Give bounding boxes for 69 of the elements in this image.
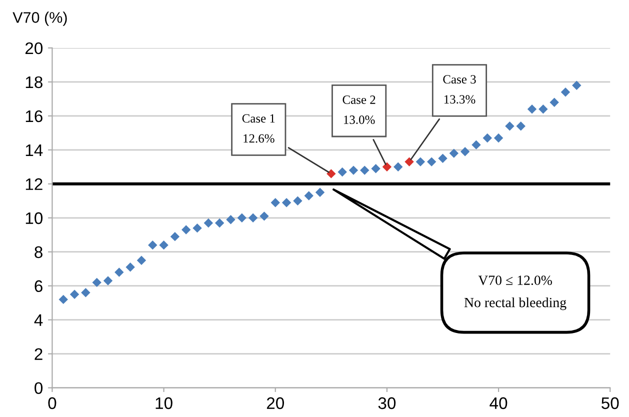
y-tick-label: 18 <box>26 76 42 88</box>
x-tick-label: 10 <box>156 397 172 410</box>
y-tick-label: 4 <box>34 314 43 326</box>
point <box>226 214 236 224</box>
point <box>360 166 370 175</box>
point <box>449 148 459 158</box>
point <box>282 198 292 208</box>
annotation: Case 3 13.3% <box>443 75 476 104</box>
point <box>326 169 336 178</box>
point <box>81 288 90 298</box>
point <box>58 294 68 304</box>
point <box>572 80 582 90</box>
point <box>214 218 224 228</box>
point <box>92 278 102 288</box>
point <box>426 157 436 166</box>
y-tick-label: 10 <box>26 212 43 224</box>
x-tick-label: 50 <box>602 397 619 410</box>
point <box>70 290 80 299</box>
annotation: Case 2 13.0% <box>342 96 376 124</box>
point <box>192 223 202 233</box>
ref-line-label: V70 ≤ 12.0% No rectal bleeding <box>464 276 566 310</box>
point <box>204 218 214 228</box>
y-tick-label: 20 <box>25 42 43 54</box>
point <box>248 213 258 222</box>
point <box>371 164 380 174</box>
point <box>404 157 414 166</box>
x-tick-label: 30 <box>378 397 396 410</box>
point <box>260 212 269 221</box>
point <box>148 240 158 250</box>
annotation: Case 1 12.6% <box>242 114 275 143</box>
x-tick-label: 40 <box>490 397 508 410</box>
point <box>126 262 135 272</box>
point <box>338 167 347 177</box>
point <box>472 140 481 150</box>
point <box>182 225 191 234</box>
point <box>293 196 302 206</box>
point <box>270 198 280 208</box>
point <box>494 133 504 143</box>
point <box>538 104 548 114</box>
point <box>348 166 358 175</box>
point <box>482 133 492 143</box>
point <box>416 157 426 166</box>
point <box>237 213 247 222</box>
point <box>505 122 514 131</box>
point <box>560 88 570 97</box>
x-tick-label: 20 <box>266 397 284 410</box>
y-tick-label: 0 <box>34 382 43 394</box>
y-tick-label: 12 <box>26 178 42 190</box>
y-tick-label: 14 <box>26 144 43 156</box>
point <box>516 122 526 131</box>
point <box>315 188 325 197</box>
point <box>304 191 314 200</box>
point <box>460 147 470 156</box>
y-tick-label: 2 <box>34 348 42 360</box>
y-tick-label: 16 <box>26 110 42 122</box>
y-tick-label: 8 <box>34 246 42 258</box>
point <box>170 232 180 242</box>
point <box>114 268 124 277</box>
point <box>136 256 146 265</box>
y-tick-label: 6 <box>34 280 42 292</box>
y-axis-title: V70 (%) <box>12 12 67 26</box>
point <box>527 104 537 114</box>
point <box>438 154 448 164</box>
point <box>382 162 392 172</box>
point <box>159 240 168 250</box>
point <box>103 276 113 286</box>
point <box>550 98 559 107</box>
x-tick-label: 0 <box>48 397 56 410</box>
point <box>394 162 403 172</box>
